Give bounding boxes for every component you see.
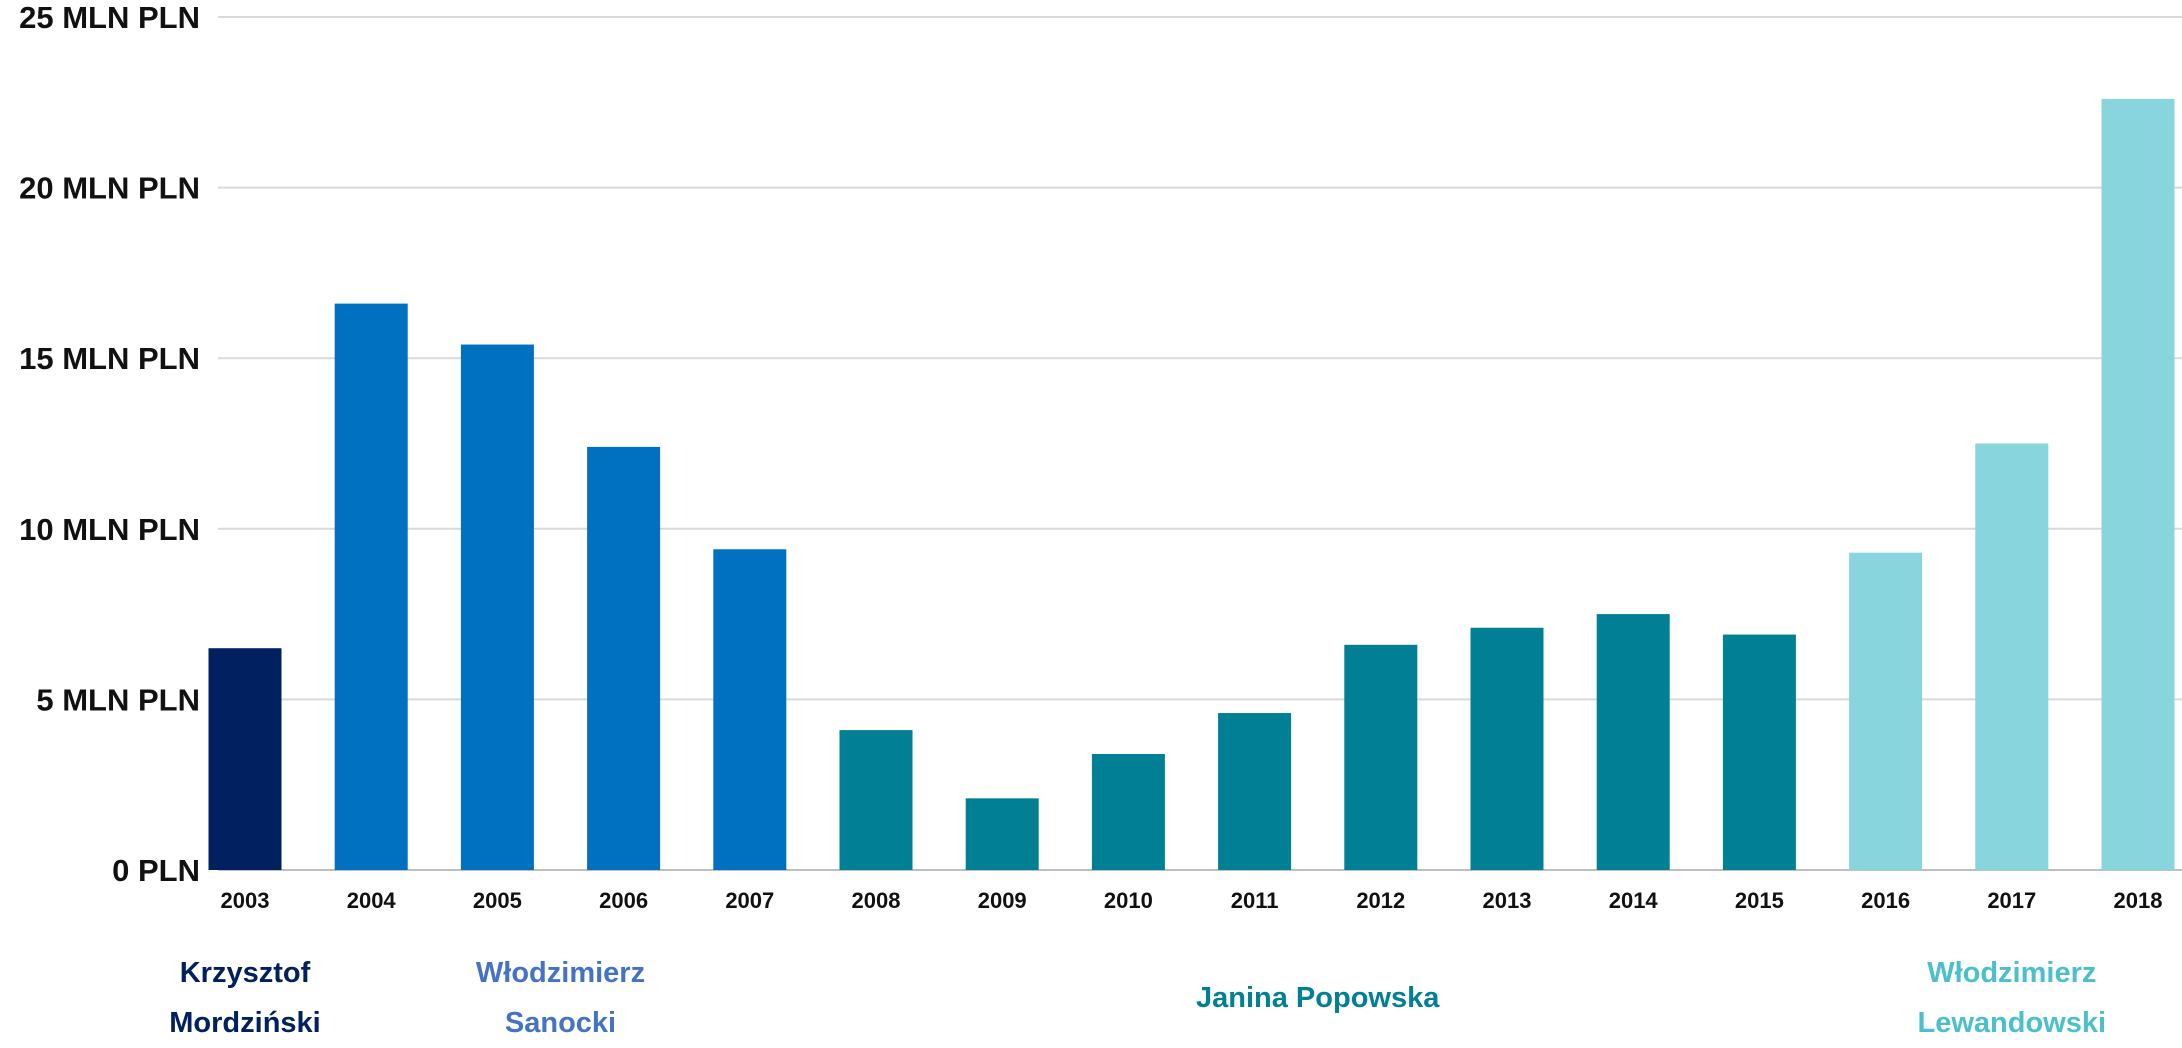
person-label: Janina Popowska — [1138, 973, 1498, 1023]
y-tick-label: 15 MLN PLN — [19, 341, 200, 376]
bar-2014 — [1597, 614, 1670, 870]
x-tick-label: 2014 — [1609, 888, 1659, 913]
x-tick-label: 2003 — [221, 888, 270, 913]
bar-2003 — [209, 648, 282, 870]
person-name-line: Sanocki — [381, 998, 741, 1048]
person-label: Krzysztof Mordziński — [65, 948, 425, 1048]
bar-2007 — [713, 549, 786, 870]
bar-2013 — [1471, 628, 1544, 870]
bar-2015 — [1723, 635, 1796, 870]
bar-2011 — [1218, 713, 1291, 870]
x-tick-label: 2008 — [852, 888, 901, 913]
bar-2012 — [1344, 645, 1417, 870]
person-name-line: Włodzimierz — [381, 948, 741, 998]
x-tick-label: 2006 — [599, 888, 648, 913]
x-tick-label: 2004 — [347, 888, 397, 913]
bar-2005 — [461, 345, 534, 870]
x-tick-label: 2009 — [978, 888, 1027, 913]
y-axis-tick-labels: 0 PLN 5 MLN PLN 10 MLN PLN 15 MLN PLN 20 MLN… — [19, 0, 200, 888]
x-tick-label: 2016 — [1861, 888, 1910, 913]
bar-2004 — [335, 304, 408, 870]
x-tick-label: 2005 — [473, 888, 522, 913]
y-tick-label: 5 MLN PLN — [36, 682, 200, 717]
x-tick-label: 2013 — [1483, 888, 1532, 913]
bar-2008 — [840, 730, 913, 870]
x-tick-label: 2015 — [1735, 888, 1784, 913]
person-name-line: Lewandowski — [1832, 998, 2182, 1048]
bar-2017 — [1975, 444, 2048, 871]
person-name-line: Włodzimierz — [1832, 948, 2182, 998]
x-tick-label: 2012 — [1356, 888, 1405, 913]
y-tick-label: 20 MLN PLN — [19, 171, 200, 206]
person-label: Włodzimierz Lewandowski — [1832, 948, 2182, 1048]
x-tick-label: 2017 — [1987, 888, 2036, 913]
x-axis-tick-labels: 2003 2004 2005 2006 2007 2008 2009 2010 2011 2012… — [221, 888, 2163, 913]
bars — [209, 99, 2175, 870]
y-tick-label: 10 MLN PLN — [19, 512, 200, 547]
x-tick-label: 2011 — [1231, 888, 1279, 913]
y-tick-label: 25 MLN PLN — [19, 0, 200, 35]
bar-2018 — [2102, 99, 2175, 870]
y-tick-label: 0 PLN — [112, 853, 200, 888]
person-name-line: Mordziński — [65, 998, 425, 1048]
person-name-line: Janina Popowska — [1138, 973, 1498, 1023]
person-label: Włodzimierz Sanocki — [381, 948, 741, 1048]
bar-2016 — [1849, 553, 1922, 870]
x-tick-label: 2018 — [2114, 888, 2163, 913]
bar-2006 — [587, 447, 660, 870]
x-tick-label: 2007 — [725, 888, 774, 913]
bar-2009 — [966, 798, 1039, 870]
x-tick-label: 2010 — [1104, 888, 1153, 913]
person-name-line: Krzysztof — [65, 948, 425, 998]
bar-2010 — [1092, 754, 1165, 870]
